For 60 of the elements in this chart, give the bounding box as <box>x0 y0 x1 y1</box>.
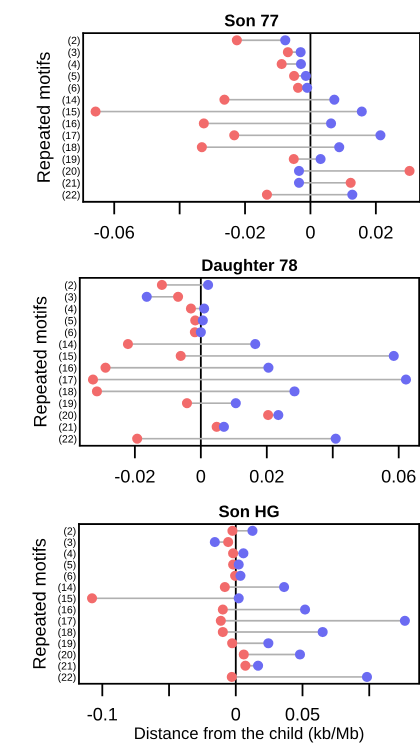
y-tick-label: (19) <box>58 639 76 650</box>
y-tick-label: (4) <box>64 550 76 560</box>
x-tick-label: 0.05 <box>286 708 320 721</box>
y-tick-label: (22) <box>62 190 80 201</box>
y-tick-label: (5) <box>64 560 76 570</box>
y-tick-label: (2) <box>64 527 76 537</box>
y-axis-title: Repeated motifs <box>33 296 50 426</box>
y-tick-label: (20) <box>58 650 76 660</box>
x-tick-label: 0 <box>231 708 240 721</box>
chart-title: Daughter 78 <box>202 258 298 274</box>
y-tick-label: (21) <box>62 179 80 189</box>
y-tick-label: (5) <box>68 72 80 82</box>
x-tick-label: 0 <box>306 226 315 239</box>
y-tick-label: (3) <box>64 293 76 303</box>
y-tick-label: (17) <box>62 132 80 142</box>
y-tick-label: (20) <box>59 411 76 421</box>
y-tick-label: (22) <box>59 434 76 445</box>
y-tick-label: (18) <box>59 388 76 398</box>
y-tick-label: (6) <box>64 328 76 338</box>
x-tick-label: 0.02 <box>358 226 393 239</box>
y-tick-label: (14) <box>58 583 76 593</box>
y-tick-label: (3) <box>64 538 76 548</box>
x-axis-title: Distance from the child (kb/Mb) <box>135 726 364 742</box>
y-tick-label: (17) <box>58 616 76 627</box>
y-tick-label: (18) <box>62 143 80 154</box>
x-tick-label: -0.02 <box>225 226 265 239</box>
y-axis-title: Repeated motifs <box>36 52 54 182</box>
x-tick-label: -0.1 <box>88 708 117 721</box>
y-tick-label: (16) <box>62 120 80 130</box>
chart-title: Son 77 <box>224 14 278 26</box>
y-tick-label: (6) <box>68 84 80 94</box>
y-tick-label: (2) <box>68 36 80 46</box>
chart-title: Son HG <box>218 506 279 518</box>
y-axis-title: Repeated motifs <box>32 538 50 668</box>
y-tick-label: (15) <box>62 108 80 118</box>
x-tick-label: -0.02 <box>115 470 155 483</box>
y-tick-label: (2) <box>64 281 76 291</box>
y-tick-label: (20) <box>62 167 80 177</box>
y-tick-label: (21) <box>59 423 76 433</box>
y-tick-label: (15) <box>58 594 76 604</box>
y-tick-label: (18) <box>58 628 76 638</box>
y-tick-label: (5) <box>64 316 76 326</box>
y-tick-label: (22) <box>58 673 76 683</box>
y-tick-label: (3) <box>68 48 80 58</box>
y-tick-label: (16) <box>58 606 76 616</box>
y-tick-label: (14) <box>62 96 80 106</box>
x-tick-label: 0.02 <box>250 470 284 483</box>
y-tick-label: (14) <box>59 340 76 350</box>
y-tick-label: (19) <box>62 155 80 165</box>
x-tick-label: 0 <box>196 470 206 483</box>
y-tick-label: (21) <box>58 662 76 672</box>
y-tick-label: (19) <box>59 399 76 410</box>
y-tick-label: (6) <box>64 572 76 582</box>
x-tick-label: 0.06 <box>382 470 416 483</box>
y-tick-label: (16) <box>59 364 76 374</box>
y-tick-label: (4) <box>68 60 80 70</box>
y-tick-label: (4) <box>64 304 76 315</box>
y-tick-label: (15) <box>59 352 76 362</box>
y-tick-label: (17) <box>59 376 76 386</box>
x-tick-label: -0.06 <box>94 226 134 239</box>
